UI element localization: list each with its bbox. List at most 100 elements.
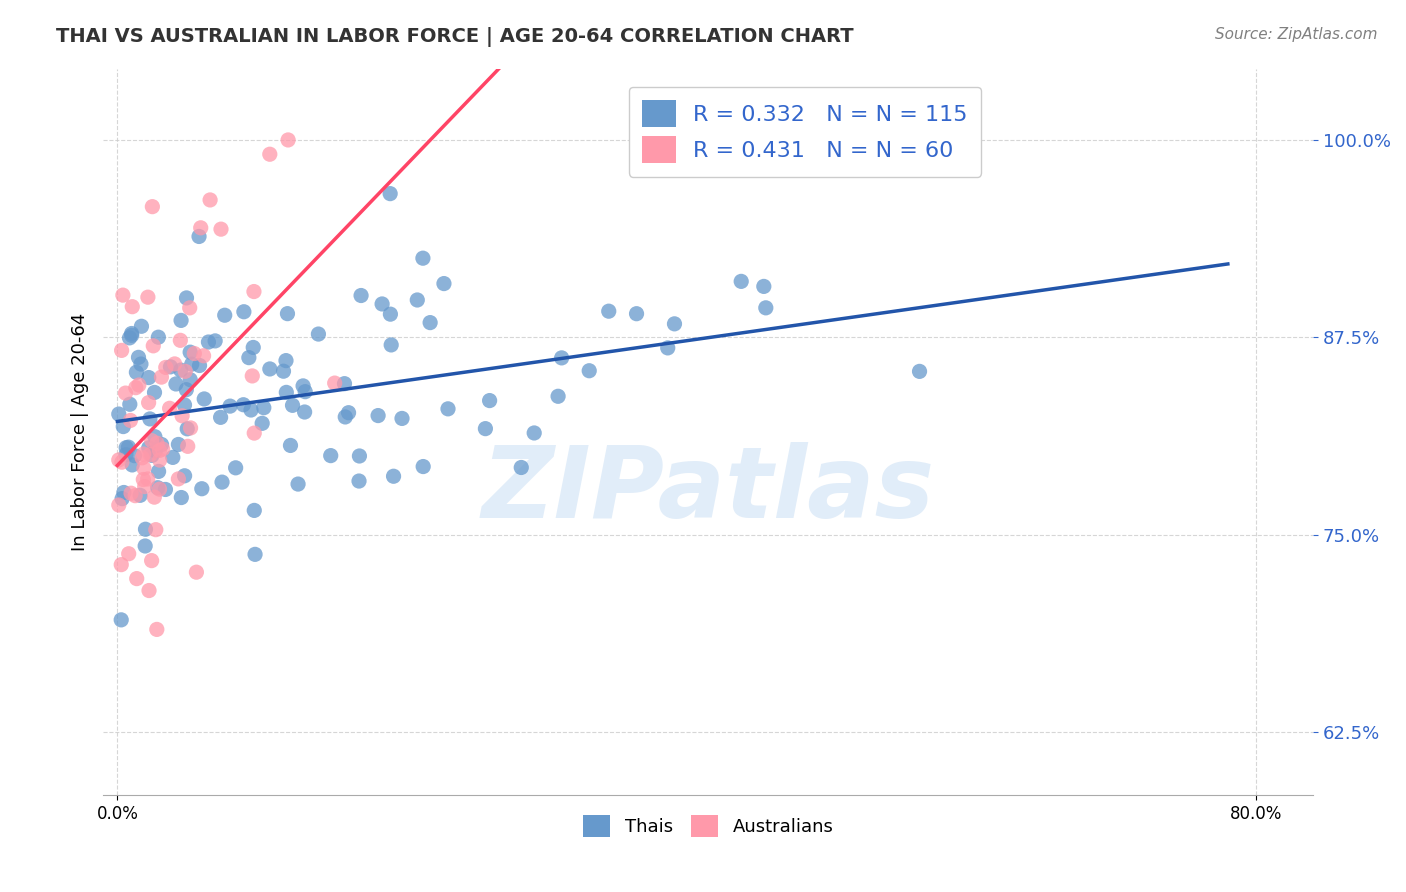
Australians [277,133,299,147]
Thais [118,397,141,411]
Thais [167,437,190,451]
Australians [138,583,160,598]
Thais [380,307,402,321]
Australians [152,442,174,456]
Australians [111,288,134,302]
Thais [333,376,356,391]
Thais [124,449,146,463]
Australians [124,489,146,503]
Thais [204,334,226,348]
Australians [141,554,163,568]
Thais [337,406,360,420]
Australians [243,426,266,441]
Thais [155,483,177,497]
Thais [143,443,166,458]
Thais [110,613,132,627]
Thais [626,307,648,321]
Australians [125,572,148,586]
Thais [173,398,195,412]
Australians [111,455,134,469]
Thais [170,313,193,327]
Text: ZIPatlas: ZIPatlas [482,442,935,539]
Australians [148,482,170,496]
Australians [114,386,136,401]
Australians [132,473,155,487]
Thais [117,440,139,454]
Thais [433,277,456,291]
Thais [139,412,162,426]
Thais [319,449,342,463]
Thais [510,460,533,475]
Australians [323,376,346,390]
Australians [150,370,173,384]
Australians [142,339,165,353]
Thais [274,353,297,368]
Thais [232,304,254,318]
Text: Source: ZipAtlas.com: Source: ZipAtlas.com [1215,27,1378,42]
Thais [112,419,135,434]
Thais [657,341,679,355]
Thais [173,468,195,483]
Thais [170,491,193,505]
Australians [243,285,266,299]
Thais [259,362,281,376]
Australians [167,472,190,486]
Australians [141,434,163,448]
Thais [276,385,298,400]
Australians [193,349,215,363]
Australians [138,395,160,409]
Thais [138,370,160,384]
Thais [382,469,405,483]
Australians [169,334,191,348]
Australians [111,343,134,358]
Australians [180,421,202,435]
Australians [132,461,155,475]
Thais [391,411,413,425]
Thais [134,522,156,536]
Thais [474,422,496,436]
Thais [253,401,276,415]
Thais [179,345,201,359]
Thais [125,365,148,379]
Thais [243,503,266,517]
Australians [146,436,169,450]
Thais [243,547,266,561]
Australians [131,450,153,465]
Australians [143,490,166,504]
Thais [225,460,247,475]
Thais [350,288,373,302]
Australians [198,193,221,207]
Australians [259,147,281,161]
Australians [120,413,142,427]
Thais [335,409,357,424]
Thais [143,385,166,400]
Thais [165,376,187,391]
Australians [159,401,181,416]
Thais [219,399,242,413]
Thais [523,425,546,440]
Australians [172,409,194,423]
Australians [190,220,212,235]
Thais [188,229,211,244]
Australians [179,301,201,315]
Australians [118,547,141,561]
Thais [412,251,434,265]
Australians [136,290,159,304]
Australians [240,368,263,383]
Thais [380,338,402,352]
Australians [136,472,159,486]
Thais [280,438,302,452]
Australians [146,623,169,637]
Thais [664,317,686,331]
Thais [294,384,316,399]
Australians [174,364,197,378]
Thais [150,437,173,451]
Thais [349,449,371,463]
Thais [730,274,752,288]
Australians [145,523,167,537]
Thais [209,410,232,425]
Thais [214,308,236,322]
Australians [186,565,208,579]
Thais [578,364,600,378]
Thais [292,379,315,393]
